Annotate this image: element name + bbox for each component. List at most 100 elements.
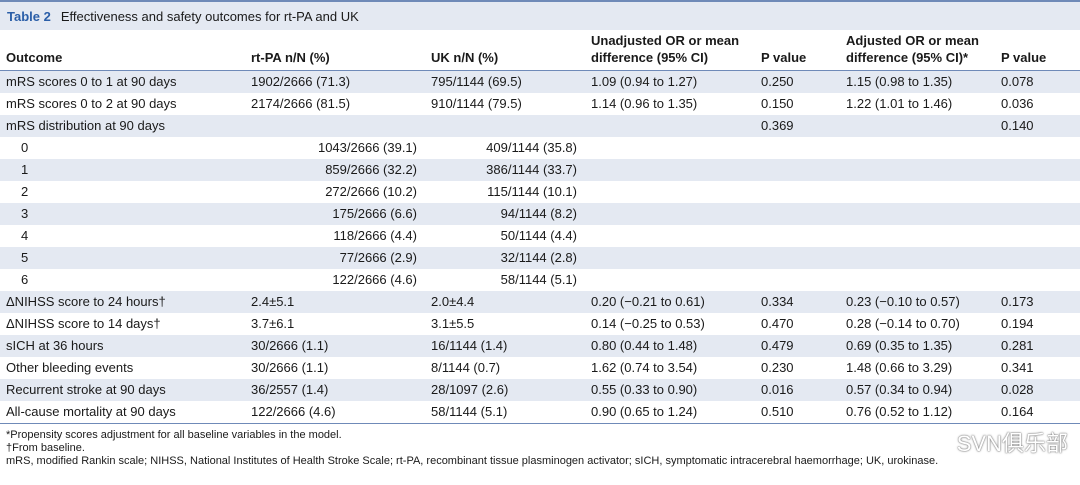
- cell-rtpa: 122/2666 (4.6): [332, 272, 417, 287]
- table-number: Table 2: [7, 8, 51, 24]
- table-row: All-cause mortality at 90 days 122/2666 (…: [0, 401, 1080, 424]
- table-row: Recurrent stroke at 90 days 36/2557 (1.4)…: [0, 379, 1080, 401]
- table-row: 6 122/2666 (4.6) 58/1144 (5.1): [0, 269, 1080, 291]
- cell-uk: 94/1144 (8.2): [425, 203, 585, 225]
- cell-unadjusted: 0.90 (0.65 to 1.24): [585, 401, 755, 424]
- cell-unadjusted: [585, 247, 755, 269]
- cell-rtpa: 175/2666 (6.6): [245, 203, 425, 225]
- wechat-icon: [921, 431, 950, 453]
- footnote-baseline: †From baseline.: [6, 442, 85, 454]
- cell-unadjusted: [585, 203, 755, 225]
- cell-uk: 3.1±5.5: [431, 316, 475, 331]
- header-adjusted-line2: difference (95% CI)*: [846, 50, 969, 65]
- cell-outcome: 6: [21, 272, 29, 287]
- cell-adjusted: 0.57 (0.34 to 0.94): [840, 379, 995, 401]
- cell-outcome: 0: [21, 140, 29, 155]
- cell-uk: [425, 115, 585, 137]
- cell-outcome: mRS scores 0 to 2 at 90 days: [6, 96, 177, 111]
- cell-uk: 28/1097 (2.6): [425, 379, 585, 401]
- cell-adjusted: [840, 269, 995, 291]
- cell-adjusted: 1.15 (0.98 to 1.35): [840, 70, 995, 93]
- cell-unadjusted: [585, 269, 755, 291]
- cell-outcome: Recurrent stroke at 90 days: [0, 379, 245, 401]
- cell-pvalue-adjusted: 0.281: [995, 335, 1080, 357]
- watermark: SVN俱乐部: [921, 426, 1068, 458]
- cell-outcome: Other bleeding events: [6, 360, 134, 375]
- cell-unadjusted: 0.20 (−0.21 to 0.61): [585, 291, 755, 313]
- cell-pvalue-adjusted: 0.341: [1001, 360, 1034, 375]
- cell-pvalue-unadjusted: [755, 137, 840, 159]
- table-title: Effectiveness and safety outcomes for rt…: [60, 8, 359, 24]
- cell-pvalue-unadjusted: [755, 247, 840, 269]
- cell-outcome: ΔNIHSS score to 24 hours†: [0, 291, 245, 313]
- table-row: Other bleeding events 30/2666 (1.1) 8/1144…: [0, 357, 1080, 379]
- header-row: Outcome rt-PA n/N (%) UK n/N (%) Unadjus…: [0, 30, 1080, 71]
- cell-rtpa: [245, 115, 425, 137]
- table-body: mRS scores 0 to 1 at 90 days 1902/2666 (7…: [0, 70, 1080, 424]
- cell-uk: 115/1144 (10.1): [487, 184, 577, 199]
- cell-outcome: 5: [0, 247, 245, 269]
- cell-uk: 32/1144 (2.8): [425, 247, 585, 269]
- cell-pvalue-adjusted: [995, 137, 1080, 159]
- cell-rtpa: 1043/2666 (39.1): [317, 140, 417, 155]
- table-row: ΔNIHSS score to 14 days† 3.7±6.1 3.1±5.5 0.…: [0, 313, 1080, 335]
- cell-adjusted: 0.76 (0.52 to 1.12): [840, 401, 995, 424]
- cell-outcome: All-cause mortality at 90 days: [0, 401, 245, 424]
- cell-adjusted: 0.23 (−0.10 to 0.57): [840, 291, 995, 313]
- cell-rtpa: 2.4±5.1: [245, 291, 425, 313]
- cell-adjusted: 0.69 (0.35 to 1.35): [840, 335, 995, 357]
- cell-adjusted: [840, 159, 995, 181]
- cell-pvalue-adjusted: 0.173: [995, 291, 1080, 313]
- cell-pvalue-adjusted: [995, 247, 1080, 269]
- cell-rtpa: 30/2666 (1.1): [245, 335, 425, 357]
- cell-rtpa: 118/2666 (4.4): [333, 228, 417, 243]
- footnotes: *Propensity scores adjustment for all ba…: [0, 429, 1080, 468]
- table-row: mRS distribution at 90 days 0.369 0.140: [0, 115, 1080, 137]
- cell-unadjusted: [585, 159, 755, 181]
- table-row: 2 272/2666 (10.2) 115/1144 (10.1): [0, 181, 1080, 203]
- table-row: 5 77/2666 (2.9) 32/1144 (2.8): [0, 247, 1080, 269]
- table-row: 3 175/2666 (6.6) 94/1144 (8.2): [0, 203, 1080, 225]
- cell-uk: 16/1144 (1.4): [425, 335, 585, 357]
- cell-unadjusted: 1.14 (0.96 to 1.35): [591, 96, 698, 111]
- cell-unadjusted: 0.55 (0.33 to 0.90): [585, 379, 755, 401]
- cell-unadjusted: 0.80 (0.44 to 1.48): [585, 335, 755, 357]
- header-uk: UK n/N (%): [425, 30, 585, 71]
- watermark-text: SVN俱乐部: [956, 431, 1068, 456]
- cell-pvalue-adjusted: 0.028: [995, 379, 1080, 401]
- cell-unadjusted: 1.09 (0.94 to 1.27): [585, 70, 755, 93]
- cell-rtpa: 30/2666 (1.1): [251, 360, 329, 375]
- cell-pvalue-unadjusted: 0.150: [761, 96, 794, 111]
- cell-pvalue-unadjusted: 0.250: [755, 70, 840, 93]
- cell-pvalue-adjusted: 0.140: [995, 115, 1080, 137]
- cell-pvalue-unadjusted: 0.510: [755, 401, 840, 424]
- cell-unadjusted: [585, 225, 755, 247]
- table-row: sICH at 36 hours 30/2666 (1.1) 16/1144 (1.…: [0, 335, 1080, 357]
- header-unadjusted: Unadjusted OR or mean difference (95% CI…: [585, 30, 755, 71]
- table-row: 4 118/2666 (4.4) 50/1144 (4.4): [0, 225, 1080, 247]
- cell-pvalue-unadjusted: [755, 159, 840, 181]
- cell-pvalue-unadjusted: 0.334: [755, 291, 840, 313]
- cell-adjusted: 1.22 (1.01 to 1.46): [846, 96, 953, 111]
- cell-unadjusted: [585, 137, 755, 159]
- cell-rtpa: 122/2666 (4.6): [245, 401, 425, 424]
- cell-outcome: mRS distribution at 90 days: [0, 115, 245, 137]
- cell-unadjusted: 0.14 (−0.25 to 0.53): [591, 316, 705, 331]
- cell-adjusted: 0.28 (−0.14 to 0.70): [846, 316, 960, 331]
- cell-outcome: ΔNIHSS score to 14 days†: [6, 316, 161, 331]
- cell-pvalue-adjusted: [995, 269, 1080, 291]
- table-caption: Table 2 Effectiveness and safety outcome…: [0, 0, 1080, 30]
- cell-rtpa: 272/2666 (10.2): [325, 184, 417, 199]
- cell-pvalue-adjusted: [995, 203, 1080, 225]
- cell-pvalue-adjusted: [995, 181, 1080, 203]
- outcomes-table: Outcome rt-PA n/N (%) UK n/N (%) Unadjus…: [0, 30, 1080, 424]
- cell-pvalue-adjusted: 0.164: [995, 401, 1080, 424]
- header-unadjusted-line1: Unadjusted OR or mean: [591, 33, 740, 48]
- header-outcome: Outcome: [0, 30, 245, 71]
- cell-outcome: mRS scores 0 to 1 at 90 days: [0, 70, 245, 93]
- cell-rtpa: 1902/2666 (71.3): [245, 70, 425, 93]
- cell-uk: 50/1144 (4.4): [500, 228, 577, 243]
- cell-uk: 58/1144 (5.1): [425, 401, 585, 424]
- cell-pvalue-adjusted: [995, 159, 1080, 181]
- header-unadjusted-line2: difference (95% CI): [591, 50, 709, 65]
